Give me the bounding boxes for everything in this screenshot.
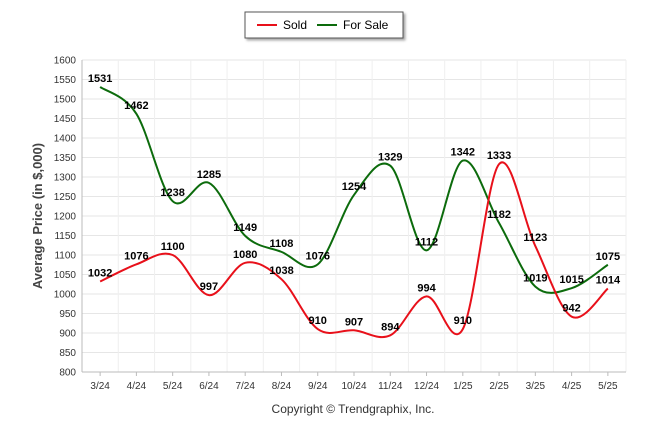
data-label: 1076 (305, 250, 329, 262)
data-label: 1462 (124, 100, 148, 112)
data-label: 1108 (270, 238, 294, 250)
x-tick-label: 3/24 (90, 381, 110, 392)
x-tick-label: 11/24 (378, 381, 403, 392)
data-label: 1342 (451, 147, 475, 159)
data-label: 1076 (124, 250, 148, 262)
series-line-for-sale (99, 86, 609, 294)
x-tick-label: 10/24 (341, 381, 366, 392)
y-tick-label: 1600 (54, 56, 77, 67)
x-tick-label: 9/24 (308, 381, 328, 392)
data-label: 994 (417, 282, 436, 294)
data-label: 1329 (378, 152, 402, 164)
series-lines (99, 86, 609, 339)
y-tick-label: 1150 (54, 231, 76, 242)
y-tick-label: 1500 (54, 95, 77, 106)
legend: Sold For Sale (244, 11, 404, 39)
data-label: 907 (345, 316, 363, 328)
data-labels: 1032 1076 1100 997 1080 1038 910 907 894 994 910 13… (88, 73, 621, 333)
y-tick-label: 1550 (54, 75, 77, 86)
data-label: 1015 (559, 274, 583, 286)
y-tick-label: 1200 (54, 212, 77, 223)
x-tick-label: 8/24 (272, 381, 292, 392)
x-tick-label: 5/24 (163, 381, 183, 392)
y-tick-label: 1250 (54, 192, 77, 203)
x-tick-label: 12/24 (414, 381, 439, 392)
x-tick-label: 3/25 (526, 381, 546, 392)
y-tick-label: 1000 (54, 290, 77, 301)
x-tick-label: 5/25 (598, 381, 618, 392)
copyright-text: Copyright © Trendgraphix, Inc. (272, 402, 435, 416)
data-label: 910 (454, 315, 472, 327)
x-tick-label: 4/24 (127, 381, 147, 392)
x-tick-label: 1/25 (453, 381, 473, 392)
data-label: 1149 (233, 222, 257, 234)
y-tick-label: 1050 (54, 270, 77, 281)
data-label: 1100 (161, 241, 185, 253)
data-label: 1112 (415, 236, 438, 248)
data-label: 1019 (523, 273, 547, 285)
data-label: 1238 (160, 187, 184, 199)
data-label: 1123 (523, 232, 547, 244)
data-label: 1032 (88, 268, 112, 280)
y-tick-label: 1450 (54, 114, 77, 125)
data-label: 997 (200, 281, 218, 293)
data-label: 1080 (233, 249, 257, 261)
y-tick-label: 1100 (54, 251, 76, 262)
data-label: 942 (562, 303, 580, 315)
data-label: 1014 (596, 275, 621, 287)
y-tick-label: 800 (59, 368, 76, 379)
data-label: 1333 (487, 150, 511, 162)
data-label: 910 (309, 315, 327, 327)
x-tick-label: 4/25 (562, 381, 582, 392)
data-label: 1531 (88, 73, 112, 85)
x-axis: 3/24 4/24 5/24 6/24 7/24 8/24 9/24 10/24 11/24 12… (90, 372, 618, 392)
x-tick-label: 2/25 (489, 381, 509, 392)
y-tick-label: 1300 (54, 173, 77, 184)
legend-label: Sold (283, 18, 307, 32)
x-tick-label: 6/24 (199, 381, 219, 392)
data-label: 1038 (269, 265, 293, 277)
series-line-sold (99, 161, 609, 339)
data-label: 1254 (342, 181, 367, 193)
y-tick-label: 1350 (54, 153, 77, 164)
legend-label: For Sale (343, 18, 389, 32)
data-label: 1075 (596, 251, 620, 263)
y-tick-label: 850 (59, 348, 76, 359)
data-label: 894 (381, 321, 400, 333)
y-tick-label: 900 (59, 329, 76, 340)
y-tick-label: 950 (59, 309, 76, 320)
data-label: 1285 (197, 169, 221, 181)
data-label: 1182 (487, 209, 511, 221)
y-axis-label: Average Price (in $,000) (30, 143, 45, 289)
x-tick-label: 7/24 (235, 381, 255, 392)
y-tick-label: 1400 (54, 134, 77, 145)
